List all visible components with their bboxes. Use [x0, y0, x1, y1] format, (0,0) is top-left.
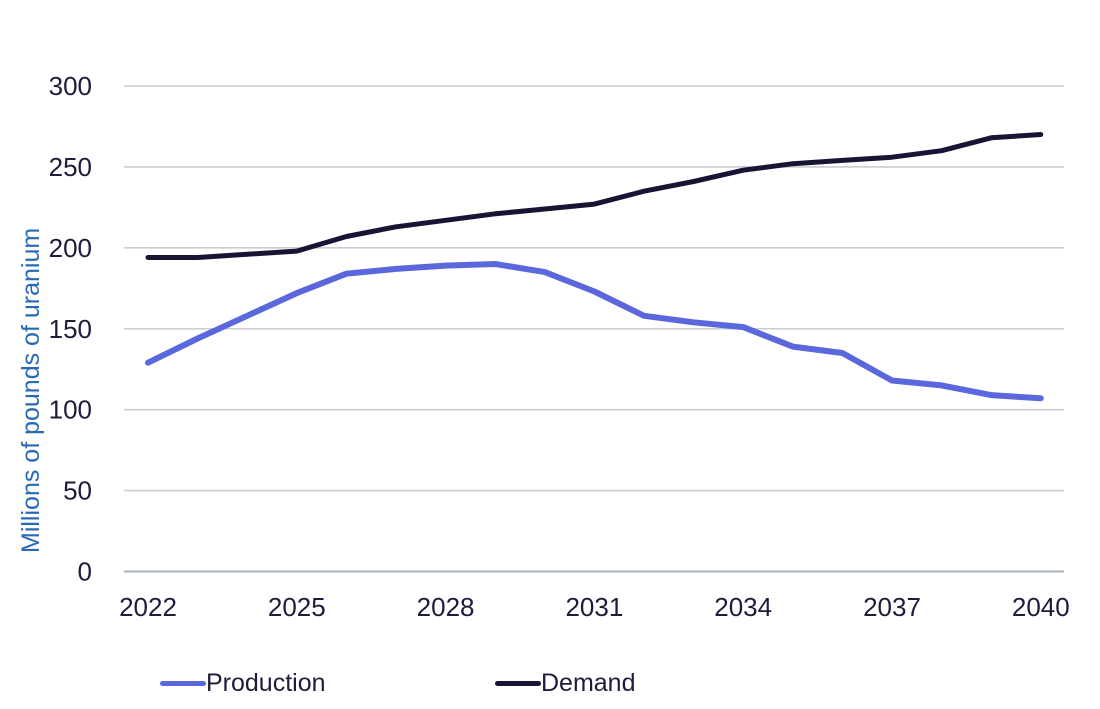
- x-tick-label: 2040: [1012, 592, 1070, 622]
- x-tick-label: 2028: [417, 592, 475, 622]
- legend-item-demand: Demand: [495, 666, 636, 700]
- production-line-swatch: [160, 680, 206, 686]
- y-tick-label: 100: [49, 395, 92, 425]
- y-tick-label: 300: [49, 71, 92, 101]
- x-tick-label: 2031: [565, 592, 623, 622]
- demand-line: [145, 132, 1044, 260]
- legend-label-production: Production: [206, 669, 326, 697]
- legend: Production Demand: [0, 666, 1100, 700]
- legend-item-production: Production: [160, 666, 326, 700]
- production-line: [145, 261, 1044, 402]
- y-tick-label: 50: [63, 476, 92, 506]
- y-tick-label: 150: [49, 314, 92, 344]
- x-tick-label: 2037: [863, 592, 921, 622]
- x-tick-label: 2034: [714, 592, 772, 622]
- demand-line-swatch: [495, 680, 541, 686]
- x-tick-label: 2022: [119, 592, 177, 622]
- y-tick-label: 250: [49, 152, 92, 182]
- y-tick-label: 200: [49, 233, 92, 263]
- y-tick-label: 0: [78, 557, 92, 587]
- x-tick-label: 2025: [268, 592, 326, 622]
- legend-label-demand: Demand: [541, 669, 636, 697]
- line-chart-plot: 0 50 100 150 200 250 300 2022 2025 2028 2031 2034 20…: [49, 71, 1070, 622]
